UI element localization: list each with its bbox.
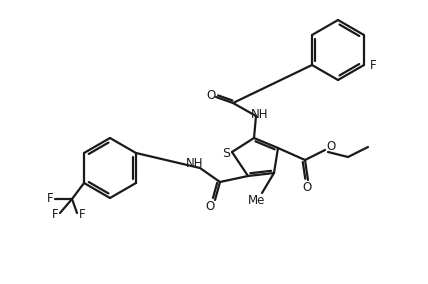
Text: O: O xyxy=(205,199,214,212)
Text: NH: NH xyxy=(251,108,269,120)
Text: O: O xyxy=(206,89,216,101)
Text: F: F xyxy=(79,208,85,222)
Text: O: O xyxy=(302,181,312,193)
Text: F: F xyxy=(47,193,54,206)
Text: O: O xyxy=(327,139,336,153)
Text: Me: Me xyxy=(248,195,266,208)
Text: S: S xyxy=(222,147,230,160)
Text: F: F xyxy=(370,59,376,72)
Text: NH: NH xyxy=(186,156,204,170)
Text: F: F xyxy=(52,208,58,222)
